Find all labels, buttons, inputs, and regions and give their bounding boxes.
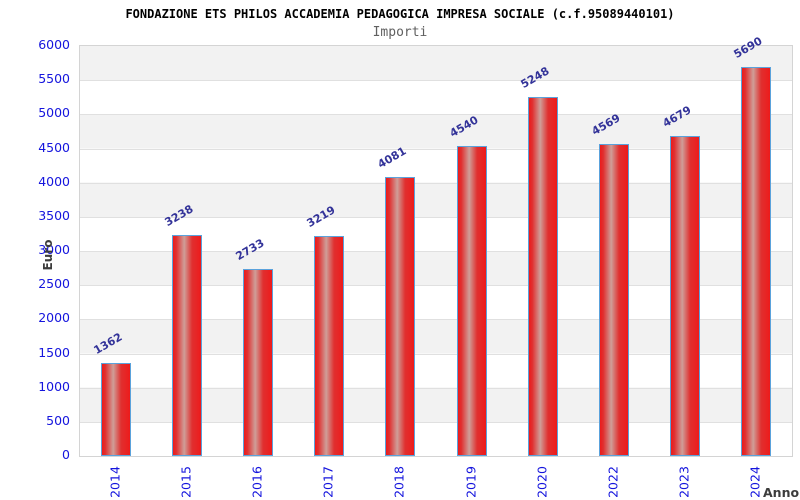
y-tick-label: 0 [62, 447, 70, 462]
bar-value-label: 5248 [518, 64, 552, 92]
bar-2019[interactable] [456, 145, 487, 456]
bar-2020[interactable] [527, 97, 558, 456]
y-tick-label: 4500 [38, 139, 70, 155]
bar-value-label: 2733 [233, 236, 267, 264]
chart-subtitle: Importi [372, 25, 428, 40]
bar-value-label: 4540 [447, 113, 481, 140]
gridline [80, 353, 792, 355]
bar-2018[interactable] [385, 177, 416, 456]
plot-area: 1362 3238 2733 3219 4081 4540 5248 4569 4679 5690 [79, 35, 793, 457]
bar-value-label: 4679 [660, 103, 694, 131]
gridline [80, 285, 792, 287]
gridline [80, 80, 792, 82]
y-tick-label: 5500 [38, 71, 70, 87]
x-axis-title: Anno [763, 485, 800, 500]
gridline [80, 114, 792, 116]
gridline [80, 251, 792, 252]
gridline [80, 182, 792, 184]
y-tick-label: 2000 [38, 310, 70, 326]
gridline [80, 387, 792, 389]
bar-value-label: 3219 [304, 203, 338, 231]
y-tick-label: 4000 [38, 173, 70, 189]
bar-2016[interactable] [243, 269, 273, 456]
bar-2017[interactable] [314, 236, 345, 456]
bar-2024[interactable] [741, 67, 772, 456]
bar-value-label: 3238 [162, 202, 196, 229]
bar-2014[interactable] [100, 362, 131, 456]
gridline [80, 148, 792, 150]
bar-2015[interactable] [171, 234, 202, 456]
y-tick-label: 3000 [38, 242, 70, 257]
y-tick-label: 1500 [38, 344, 70, 360]
y-tick-label: 5000 [38, 105, 70, 121]
gridline [80, 421, 792, 423]
bar-2023[interactable] [670, 136, 701, 456]
y-tick-label: 1000 [38, 378, 70, 394]
chart-title: FONDAZIONE ETS PHILOS ACCADEMIA PEDAGOGI… [125, 7, 675, 21]
y-tick-label: 500 [46, 412, 70, 428]
gridline [80, 319, 792, 321]
bar-2022[interactable] [599, 143, 629, 456]
y-tick-label: 6000 [38, 37, 70, 52]
y-tick-label: 3500 [38, 207, 70, 223]
y-tick-label: 2500 [38, 276, 70, 292]
gridline [80, 216, 792, 218]
